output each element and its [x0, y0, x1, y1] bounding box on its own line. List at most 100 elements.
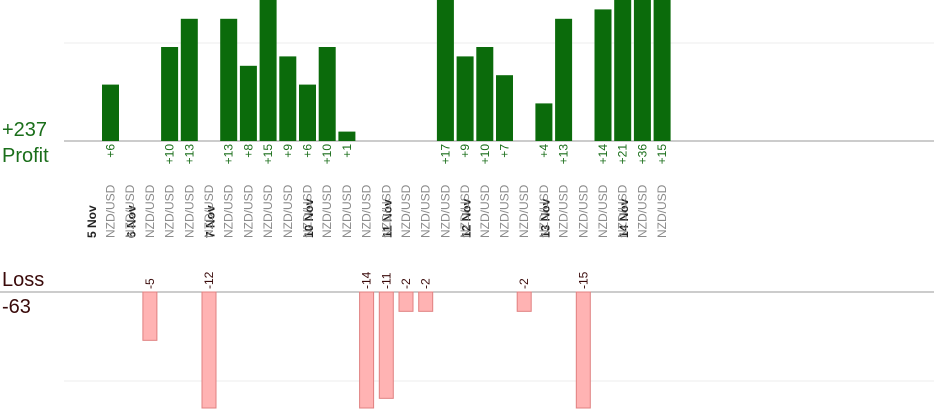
chart-labels: 5 Nov 6 Nov 7 Nov 10 Nov 11 Nov 12 Nov 13 Nov 1…	[85, 144, 669, 289]
profit-bar	[299, 84, 316, 141]
profit-value-label: +13	[222, 144, 236, 165]
day-label: 12 Nov	[459, 198, 473, 238]
loss-bar	[201, 291, 217, 409]
profit-label: Profit	[2, 145, 49, 167]
profit-bar	[318, 47, 336, 141]
day-label: 5 Nov	[85, 205, 99, 238]
profit-value-label: +1	[340, 144, 354, 158]
profit-value-label: +4	[537, 144, 551, 158]
pair-label: NZD/USD	[458, 184, 472, 238]
pair-label: NZD/USD	[320, 184, 334, 238]
profit-bar	[476, 47, 494, 141]
loss-value-label: -12	[202, 271, 216, 289]
pair-label: NZD/USD	[478, 184, 492, 238]
pair-label: NZD/USD	[438, 184, 452, 238]
profit-bar	[279, 56, 297, 141]
loss-bar	[418, 291, 434, 312]
pair-label: NZD/USD	[182, 184, 196, 238]
loss-value-label: -5	[143, 278, 157, 289]
pair-label: NZD/USD	[360, 184, 374, 238]
profit-value-label: +15	[261, 144, 275, 165]
profit-value-label: +15	[655, 144, 669, 165]
profit-bar	[594, 9, 612, 142]
profit-bar	[614, 0, 632, 141]
profit-bar	[259, 0, 277, 141]
profit-value-label: +7	[498, 144, 512, 158]
day-label: 11 Nov	[381, 199, 395, 238]
pair-label: NZD/USD	[655, 184, 669, 238]
pair-label: NZD/USD	[557, 184, 571, 238]
profit-value-label: +6	[104, 144, 118, 158]
pair-label: NZD/USD	[576, 184, 590, 238]
day-label: 6 Nov	[125, 205, 139, 238]
pair-label: NZD/USD	[261, 184, 275, 238]
day-label: 13 Nov	[538, 198, 552, 238]
loss-bar	[516, 291, 532, 312]
profit-value-label: +8	[241, 144, 255, 158]
profit-value-label: +10	[478, 144, 492, 165]
pair-label: NZD/USD	[517, 184, 531, 238]
pair-label: NZD/USD	[596, 184, 610, 238]
profit-bar	[338, 131, 356, 141]
profit-bar	[161, 47, 179, 141]
pair-label: NZD/USD	[163, 184, 177, 238]
pair-label: NZD/USD	[379, 184, 393, 238]
pair-label: NZD/USD	[143, 184, 157, 238]
profit-value-label: +6	[301, 144, 315, 158]
profit-value-label: +10	[163, 144, 177, 165]
profit-bar	[653, 0, 671, 141]
pair-label: NZD/USD	[241, 184, 255, 238]
loss-value-label: -14	[360, 271, 374, 289]
profit-bar	[555, 18, 573, 141]
pair-label: NZD/USD	[123, 184, 137, 238]
loss-bar	[398, 291, 414, 312]
day-label: 14 Nov	[617, 198, 631, 238]
profit-value-label: +13	[557, 144, 571, 165]
loss-bar	[142, 291, 158, 341]
profit-value-label: +9	[458, 144, 472, 158]
profit-value-label: +9	[281, 144, 295, 158]
profit-bars	[102, 0, 671, 142]
loss-value-label: -11	[379, 272, 393, 289]
loss-bars	[142, 291, 591, 409]
loss-bar	[575, 291, 591, 409]
profit-bar	[220, 18, 238, 141]
profit-value-label: +10	[320, 144, 334, 165]
loss-value-label: -2	[517, 278, 531, 289]
pair-label: NZD/USD	[616, 184, 630, 238]
pair-label: NZD/USD	[340, 184, 354, 238]
profit-value-label: +36	[635, 144, 649, 165]
pair-label: NZD/USD	[104, 184, 118, 238]
pair-label: NZD/USD	[301, 184, 315, 238]
pair-label: NZD/USD	[399, 184, 413, 238]
pair-label: NZD/USD	[281, 184, 295, 238]
day-label: 7 Nov	[203, 205, 217, 238]
profit-value-label: +21	[616, 144, 630, 165]
profit-bar	[239, 65, 257, 141]
profit-bar	[496, 75, 513, 141]
loss-label: Loss	[2, 269, 45, 291]
pair-label: NZD/USD	[537, 184, 551, 238]
profit-bar	[535, 103, 553, 141]
pair-label: NZD/USD	[498, 184, 512, 238]
loss-bar	[378, 291, 394, 399]
profit-value-label: +17	[438, 144, 452, 165]
profit-bar	[436, 0, 454, 141]
pair-label: NZD/USD	[635, 184, 649, 238]
pair-label: NZD/USD	[222, 184, 236, 238]
profit-bar	[180, 18, 198, 141]
loss-value-label: -15	[576, 271, 590, 289]
loss-total: -63	[2, 296, 31, 318]
pair-label: NZD/USD	[419, 184, 433, 238]
loss-bar	[359, 291, 375, 409]
profit-bar	[456, 56, 474, 141]
profit-bar	[102, 84, 119, 141]
profit-total: +237	[2, 119, 48, 141]
loss-value-label: -2	[419, 278, 433, 289]
profit-bar	[633, 0, 651, 141]
day-label: 10 Nov	[302, 198, 316, 238]
loss-value-label: -2	[399, 278, 413, 289]
profit-value-label: +14	[596, 144, 610, 165]
profit-value-label: +13	[182, 144, 196, 165]
